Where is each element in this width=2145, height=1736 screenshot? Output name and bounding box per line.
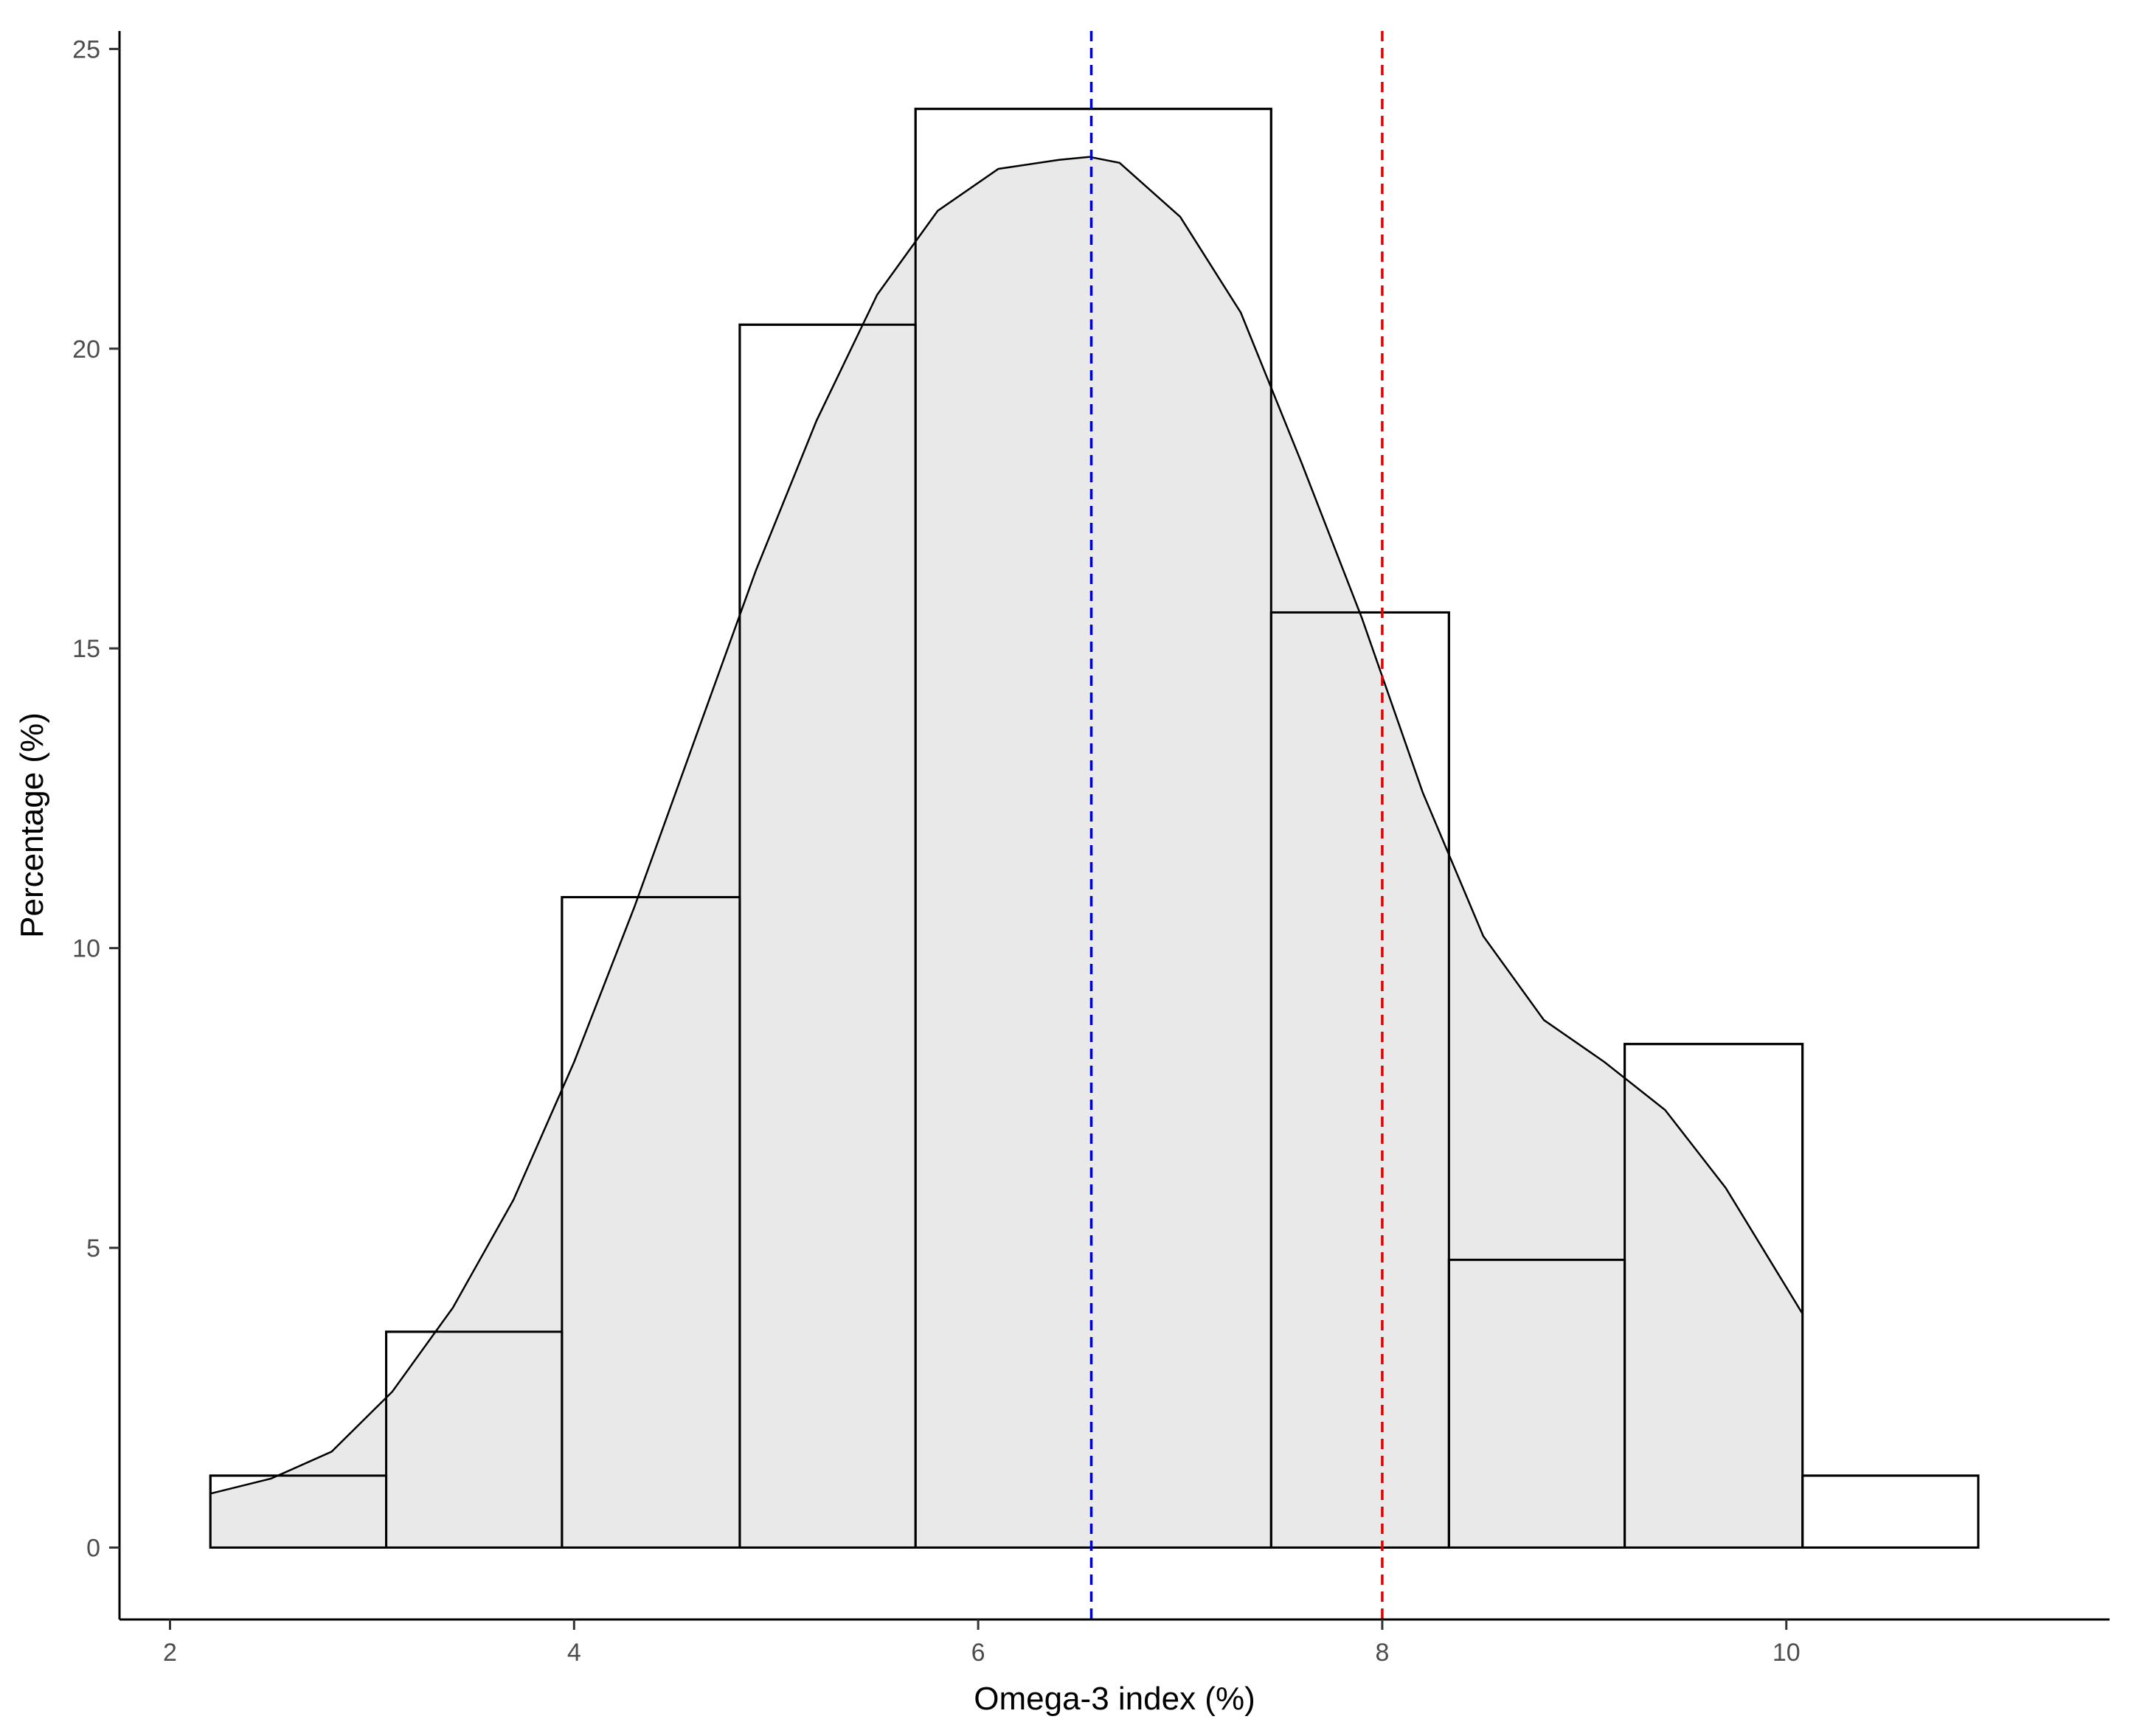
tick-labels: 2 4 6 8 10 0 5 10 15 20 25 (72, 35, 1800, 1667)
histogram-bar-9 (1801, 1474, 1980, 1549)
y-tick-label-10: 10 (72, 935, 100, 963)
y-tick-label-5: 5 (86, 1235, 100, 1263)
y-tick-label-25: 25 (72, 35, 100, 63)
axes (109, 31, 2110, 1630)
density-area (210, 156, 1803, 1548)
y-tick-label-0: 0 (86, 1534, 100, 1562)
density-curve (209, 156, 1803, 1495)
y-axis-title: Percentage (%) (14, 712, 50, 938)
y-tick-label-20: 20 (72, 336, 100, 364)
histogram-bar-outline-8 (1624, 1043, 1804, 1549)
x-tick-label-8: 8 (1375, 1639, 1389, 1667)
histogram-bar-outline-9 (1801, 1474, 1980, 1549)
x-tick-label-6: 6 (971, 1639, 985, 1667)
density-curve-layer (209, 108, 1980, 1549)
x-tick-label-4: 4 (567, 1639, 581, 1667)
x-tick-label-2: 2 (163, 1639, 177, 1667)
x-axis-title: Omega-3 index (%) (974, 1681, 1255, 1717)
reference-lines (1089, 31, 1384, 1619)
x-tick-label-10: 10 (1773, 1639, 1801, 1667)
y-tick-label-15: 15 (72, 635, 100, 663)
